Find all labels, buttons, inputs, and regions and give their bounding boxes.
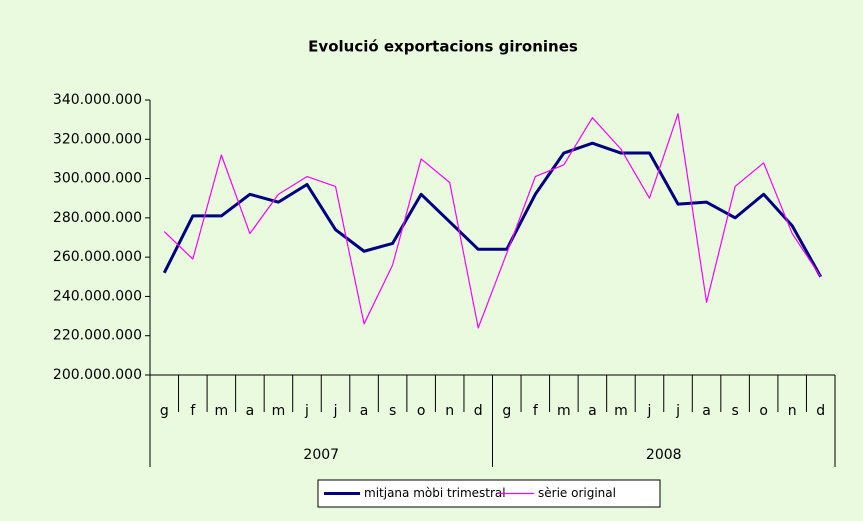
x-tick-label: j [304,403,309,419]
legend-label: sèrie original [538,486,616,500]
x-group-label: 2008 [646,447,682,463]
x-tick-label: d [474,403,483,419]
x-tick-label: a [702,403,711,419]
x-tick-label: n [445,403,454,419]
x-tick-label: s [389,403,396,419]
x-tick-label: d [816,403,825,419]
x-tick-label: m [272,403,286,419]
x-tick-label: f [190,403,196,419]
y-tick-label: 280.000.000 [53,210,142,226]
x-tick-label: j [675,403,680,419]
x-tick-label: j [333,403,338,419]
x-tick-label: g [502,403,511,419]
x-tick-label: m [557,403,571,419]
chart-title: Evolució exportacions gironines [308,38,578,56]
x-tick-label: o [759,403,768,419]
legend-box [317,479,661,508]
x-tick-label: a [588,403,597,419]
x-tick-label: m [215,403,229,419]
x-tick-label: s [731,403,738,419]
x-tick-label: f [533,403,539,419]
x-group-label: 2007 [303,447,339,463]
x-tick-label: o [417,403,426,419]
y-tick-label: 320.000.000 [53,131,142,147]
series-line [163,113,822,329]
y-tick-label: 200.000.000 [53,367,142,383]
x-tick-label: j [647,403,652,419]
x-tick-label: a [360,403,369,419]
y-tick-label: 240.000.000 [53,288,142,304]
x-tick-label: a [246,403,255,419]
y-tick-label: 340.000.000 [53,92,142,108]
x-tick-label: m [614,403,628,419]
y-tick-label: 300.000.000 [53,171,142,187]
x-tick-label: n [788,403,797,419]
y-tick-label: 220.000.000 [53,328,142,344]
y-tick-label: 260.000.000 [53,249,142,265]
legend-label: mitjana mòbi trimestral [364,486,506,500]
x-tick-label: g [160,403,169,419]
